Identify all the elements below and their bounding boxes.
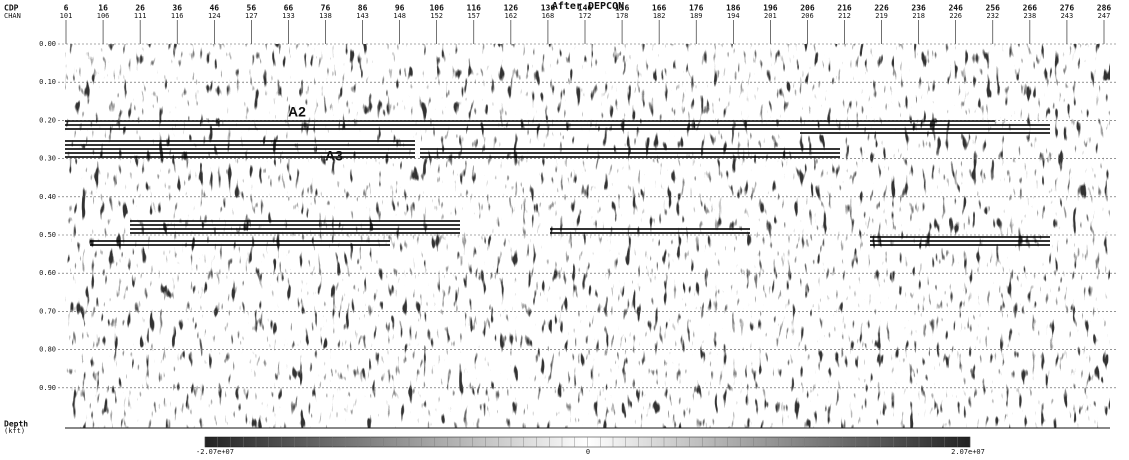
chan-tick-label: 124	[208, 12, 221, 20]
cdp-label: CDP	[4, 4, 19, 13]
chan-tick-label: 157	[467, 12, 480, 20]
chan-tick-label: 182	[653, 12, 666, 20]
cdp-tick-label: 206	[800, 4, 815, 13]
section-image	[65, 44, 1110, 428]
cdp-tick-label: 86	[358, 4, 368, 13]
cdp-tick-label: 26	[135, 4, 145, 13]
chan-tick-label: 212	[838, 12, 851, 20]
chan-tick-label: 189	[690, 12, 703, 20]
depth-tick-label: 0.60	[39, 269, 56, 277]
cdp-tick-label: 6	[64, 4, 69, 13]
chan-tick-label: 152	[430, 12, 443, 20]
title: After DEPCON	[552, 1, 624, 12]
cdp-tick-label: 36	[172, 4, 182, 13]
cdp-tick-label: 186	[726, 4, 741, 13]
cdp-tick-label: 246	[948, 4, 963, 13]
depth-tick-label: 0.10	[39, 78, 56, 86]
cdp-tick-label: 286	[1097, 4, 1112, 13]
cdp-tick-label: 136	[541, 4, 556, 13]
colorbar-max: 2.07e+07	[951, 448, 985, 456]
cdp-tick-label: 256	[986, 4, 1001, 13]
chan-tick-label: 178	[616, 12, 629, 20]
cdp-tick-label: 16	[98, 4, 108, 13]
cdp-tick-label: 226	[874, 4, 889, 13]
depth-tick-label: 0.00	[39, 40, 56, 48]
depth-tick-label: 0.30	[39, 155, 56, 163]
chan-tick-label: 219	[875, 12, 888, 20]
colorbar-min: -2.07e+07	[196, 448, 234, 456]
annotation: A3	[325, 148, 343, 164]
chan-tick-label: 116	[171, 12, 184, 20]
depth-tick-label: 0.50	[39, 231, 56, 239]
cdp-tick-label: 116	[467, 4, 482, 13]
cdp-tick-label: 76	[321, 4, 331, 13]
cdp-tick-label: 236	[911, 4, 926, 13]
chan-tick-label: 162	[505, 12, 518, 20]
cdp-tick-label: 66	[284, 4, 294, 13]
depth-tick-label: 0.40	[39, 193, 56, 201]
cdp-tick-label: 156	[615, 4, 630, 13]
chan-tick-label: 148	[393, 12, 406, 20]
depth-tick-label: 0.80	[39, 346, 56, 354]
chan-tick-label: 101	[60, 12, 73, 20]
noise-texture	[65, 44, 1110, 428]
depth-tick-label: 0.20	[39, 116, 56, 124]
chan-label: CHAN	[4, 12, 21, 20]
chan-tick-label: 138	[319, 12, 332, 20]
chan-tick-label: 238	[1024, 12, 1037, 20]
depth-tick-label: 0.70	[39, 307, 56, 315]
depth-tick-label: 0.90	[39, 384, 56, 392]
cdp-tick-label: 196	[763, 4, 778, 13]
cdp-tick-label: 46	[209, 4, 219, 13]
cdp-tick-label: 96	[395, 4, 405, 13]
depth-label: Depth	[4, 420, 28, 429]
chan-tick-label: 111	[134, 12, 147, 20]
chan-tick-label: 226	[949, 12, 962, 20]
cdp-tick-label: 56	[247, 4, 257, 13]
chan-tick-label: 206	[801, 12, 814, 20]
chan-tick-label: 168	[542, 12, 555, 20]
chan-tick-label: 127	[245, 12, 258, 20]
cdp-tick-label: 106	[429, 4, 444, 13]
cdp-tick-label: 266	[1023, 4, 1038, 13]
chan-tick-label: 201	[764, 12, 777, 20]
cdp-tick-label: 216	[837, 4, 852, 13]
chan-tick-label: 194	[727, 12, 740, 20]
chan-tick-label: 247	[1098, 12, 1111, 20]
cdp-tick-label: 166	[652, 4, 667, 13]
chan-tick-label: 243	[1061, 12, 1074, 20]
chan-tick-label: 172	[579, 12, 592, 20]
cdp-tick-label: 176	[689, 4, 704, 13]
chan-tick-label: 218	[912, 12, 925, 20]
annotation: A2	[288, 104, 306, 120]
cdp-tick-label: 126	[504, 4, 519, 13]
cdp-tick-label: 146	[578, 4, 593, 13]
chan-tick-label: 133	[282, 12, 295, 20]
chan-tick-label: 143	[356, 12, 369, 20]
chan-tick-label: 106	[97, 12, 110, 20]
chan-tick-label: 232	[986, 12, 999, 20]
cdp-tick-label: 276	[1060, 4, 1075, 13]
colorbar-mid: 0	[586, 448, 590, 456]
depth-unit: (kft)	[4, 427, 25, 435]
